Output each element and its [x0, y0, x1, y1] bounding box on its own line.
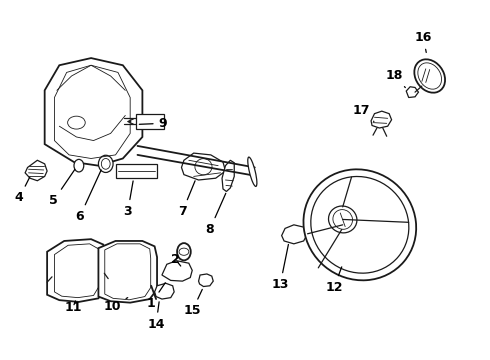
Polygon shape [222, 160, 234, 192]
Text: 17: 17 [352, 104, 374, 121]
Text: 16: 16 [415, 31, 432, 53]
Text: 14: 14 [147, 302, 165, 331]
Text: 12: 12 [325, 267, 343, 294]
Text: 4: 4 [15, 177, 30, 204]
Ellipse shape [248, 157, 257, 186]
Circle shape [68, 116, 85, 129]
Polygon shape [25, 160, 47, 181]
Text: 5: 5 [49, 170, 75, 207]
Text: 11: 11 [64, 301, 82, 314]
Text: 6: 6 [75, 170, 101, 223]
Text: 7: 7 [178, 181, 195, 218]
Polygon shape [47, 239, 106, 302]
Polygon shape [116, 164, 157, 178]
Polygon shape [371, 111, 392, 128]
FancyBboxPatch shape [136, 114, 164, 129]
Polygon shape [282, 225, 308, 244]
Polygon shape [181, 153, 225, 180]
Ellipse shape [415, 59, 445, 93]
Text: 9: 9 [139, 117, 167, 130]
Ellipse shape [98, 155, 113, 172]
Polygon shape [162, 261, 192, 281]
Polygon shape [98, 241, 157, 303]
Text: 10: 10 [103, 298, 128, 313]
Text: 1: 1 [147, 283, 165, 310]
Polygon shape [198, 274, 213, 287]
Polygon shape [155, 283, 174, 299]
Text: 8: 8 [205, 193, 226, 236]
Text: 3: 3 [123, 181, 133, 218]
Text: 15: 15 [183, 289, 202, 318]
Ellipse shape [74, 159, 84, 172]
Text: 13: 13 [271, 244, 289, 291]
Ellipse shape [328, 206, 357, 233]
Polygon shape [406, 87, 418, 98]
Ellipse shape [177, 243, 191, 260]
Ellipse shape [303, 169, 416, 280]
Text: 18: 18 [385, 69, 405, 87]
Text: 2: 2 [171, 253, 181, 266]
Polygon shape [45, 58, 143, 166]
